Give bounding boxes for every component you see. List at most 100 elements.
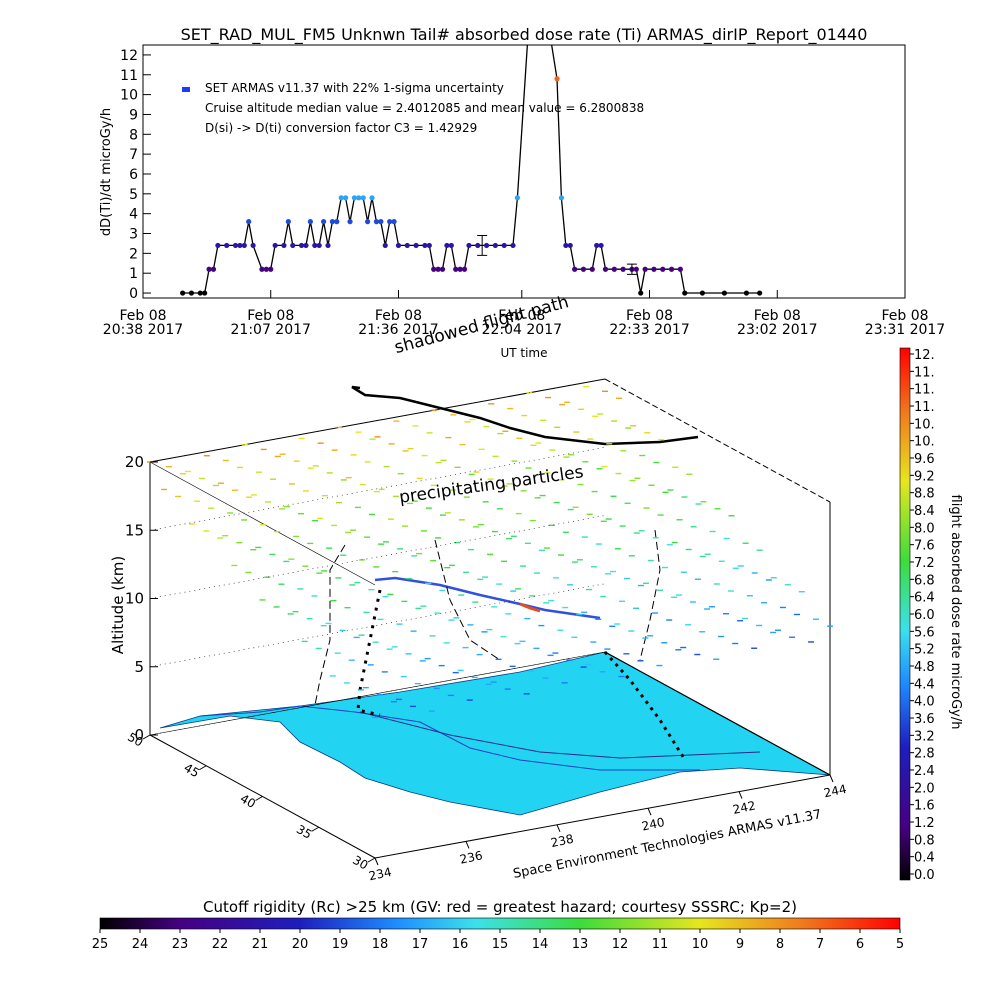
y-tick-label: 9 bbox=[129, 107, 138, 123]
data-point bbox=[563, 242, 569, 249]
y-tick bbox=[199, 765, 207, 771]
colorbar-tick-label: 5 bbox=[896, 937, 904, 952]
data-point bbox=[602, 266, 609, 272]
x-tick-label: Feb 08 bbox=[881, 308, 928, 324]
x-tick-label: 238 bbox=[550, 832, 575, 850]
colorbar-tick-label: 4.4 bbox=[914, 677, 935, 692]
data-point bbox=[272, 242, 278, 249]
y-tick-label: 45 bbox=[182, 761, 202, 781]
grid-line bbox=[149, 446, 606, 531]
y-tick-label: 50 bbox=[125, 730, 145, 750]
y-axis-label: dD(Ti)/dt microGy/h bbox=[99, 108, 114, 236]
data-point bbox=[620, 266, 626, 272]
data-point bbox=[554, 76, 560, 82]
colorbar-tick-label: 0.4 bbox=[914, 851, 935, 866]
colorbar-tick-label: 7 bbox=[816, 937, 824, 952]
colorbar-tick-label: 0.8 bbox=[914, 833, 935, 848]
colorbar-tick-label: 6 bbox=[856, 937, 864, 952]
colorbar bbox=[899, 347, 911, 881]
y-tick bbox=[255, 796, 263, 801]
data-point bbox=[475, 242, 481, 249]
shadow-line bbox=[434, 539, 501, 661]
colorbar-tick-label: 3.6 bbox=[914, 712, 935, 727]
colorbar-tick-label: 9.6 bbox=[914, 452, 935, 467]
error-bar bbox=[477, 234, 488, 256]
colorbar-tick-label: 4.8 bbox=[914, 660, 935, 675]
y-tick-label: 5 bbox=[129, 187, 138, 203]
base-map bbox=[159, 651, 831, 816]
data-point bbox=[699, 290, 705, 296]
data-point bbox=[312, 242, 318, 249]
data-point bbox=[558, 195, 565, 201]
y-tick-label: 7 bbox=[129, 147, 138, 163]
y-tick-label: 12 bbox=[120, 48, 138, 64]
data-point bbox=[316, 242, 322, 249]
data-point bbox=[492, 242, 498, 249]
colorbar-tick-label: 11. bbox=[914, 365, 935, 380]
colorbar-tick-label: 11. bbox=[914, 400, 935, 415]
plot-area bbox=[180, 45, 763, 296]
colorbar-tick-label: 8.8 bbox=[914, 487, 935, 502]
data-point bbox=[444, 242, 450, 249]
annotation: D(si) -> D(ti) conversion factor C3 = 1.… bbox=[205, 121, 477, 135]
x-tick-label: Feb 08 bbox=[247, 308, 294, 324]
data-point bbox=[224, 242, 230, 249]
z-axis-label: Altitude (km) bbox=[109, 556, 127, 654]
colorbar-tick-label: 18 bbox=[372, 937, 389, 952]
data-point bbox=[391, 219, 397, 225]
x-tick-label: 23:31 2017 bbox=[865, 322, 945, 338]
y-tick bbox=[142, 734, 151, 740]
z-tick-label: 5 bbox=[134, 658, 144, 676]
x-tick bbox=[738, 791, 743, 799]
colorbar-tick-label: 8.0 bbox=[914, 521, 935, 536]
x-tick-label: 234 bbox=[368, 865, 393, 883]
data-point bbox=[188, 290, 195, 296]
colorbar-tick-label: 12. bbox=[914, 348, 935, 363]
data-point bbox=[373, 219, 380, 225]
x-axis-label: UT time bbox=[500, 346, 547, 360]
colorbar-title: Cutoff rigidity (Rc) >25 km (GV: red = g… bbox=[203, 898, 797, 916]
data-point bbox=[320, 219, 327, 225]
legend-marker bbox=[182, 87, 190, 92]
frame-edge bbox=[374, 774, 831, 859]
y-tick-label: 10 bbox=[120, 88, 138, 104]
x-tick-label: 240 bbox=[641, 815, 666, 833]
colorbar-tick-label: 2.8 bbox=[914, 747, 935, 762]
colorbar-tick-label: 9.2 bbox=[914, 469, 935, 484]
data-point bbox=[466, 242, 472, 249]
data-point bbox=[356, 195, 362, 201]
data-point bbox=[611, 266, 617, 272]
colorbar-tick-label: 15 bbox=[492, 937, 509, 952]
data-point bbox=[232, 242, 239, 249]
colorbar-tick-label: 17 bbox=[412, 937, 429, 952]
error-bar bbox=[626, 263, 637, 275]
data-point bbox=[422, 242, 428, 249]
grid-line bbox=[149, 651, 606, 736]
colorbar-tick-label: 1.6 bbox=[914, 799, 935, 814]
data-point bbox=[642, 266, 648, 272]
data-point bbox=[259, 266, 265, 272]
data-point bbox=[210, 266, 217, 272]
y-tick-label: 6 bbox=[129, 167, 138, 183]
data-point bbox=[743, 290, 750, 296]
data-point bbox=[426, 242, 432, 249]
x-tick-label: Feb 08 bbox=[754, 308, 801, 324]
y-tick-label: 2 bbox=[129, 246, 138, 262]
data-point bbox=[338, 195, 344, 201]
data-point bbox=[514, 195, 520, 201]
grid-line bbox=[149, 378, 606, 463]
colorbar-tick-label: 0.0 bbox=[914, 868, 935, 883]
data-point bbox=[347, 219, 353, 225]
colorbar-tick-label: 21 bbox=[252, 937, 269, 952]
data-point bbox=[281, 242, 287, 249]
colorbar-tick-label: 13 bbox=[572, 937, 589, 952]
colorbar-tick-label: 8 bbox=[776, 937, 784, 952]
flight-path-top bbox=[351, 385, 699, 446]
data-point bbox=[237, 242, 243, 249]
frame-edge bbox=[604, 651, 831, 776]
colorbar-tick-label: 12 bbox=[612, 937, 629, 952]
data-point bbox=[682, 290, 688, 296]
data-point bbox=[457, 266, 463, 272]
colorbar-tick-label: 5.2 bbox=[914, 643, 935, 658]
y-tick-label: 8 bbox=[129, 127, 138, 143]
